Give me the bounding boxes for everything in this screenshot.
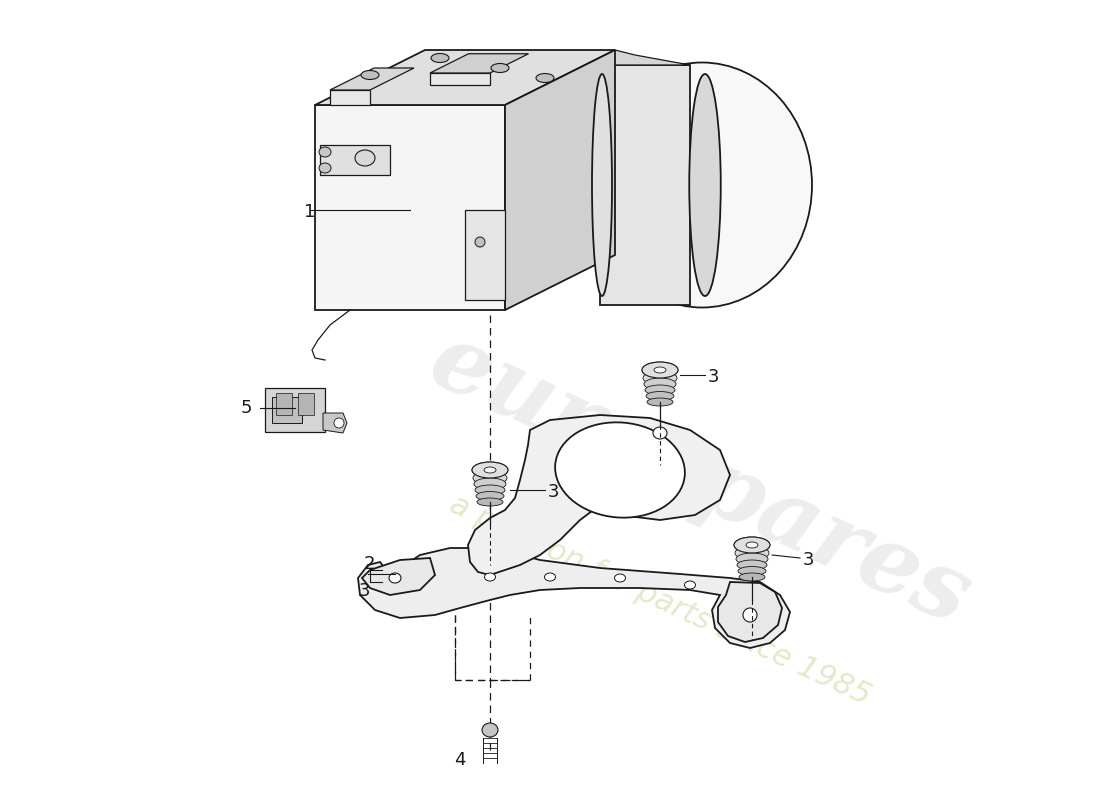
Ellipse shape [482,723,498,737]
Ellipse shape [644,371,676,385]
Text: a passion for parts since 1985: a passion for parts since 1985 [446,490,874,710]
Text: 3: 3 [548,483,560,501]
Ellipse shape [536,74,554,82]
Ellipse shape [361,70,379,79]
FancyBboxPatch shape [276,393,292,415]
Text: 5: 5 [241,399,252,417]
Polygon shape [362,558,435,595]
Ellipse shape [642,362,678,378]
Ellipse shape [735,546,769,560]
Ellipse shape [491,63,509,73]
Polygon shape [330,68,414,90]
Ellipse shape [472,462,508,478]
Ellipse shape [475,237,485,247]
Polygon shape [465,210,505,300]
Polygon shape [330,90,370,105]
Ellipse shape [684,581,695,589]
Ellipse shape [484,573,495,581]
FancyBboxPatch shape [265,388,324,432]
Ellipse shape [654,367,666,373]
Polygon shape [602,50,690,65]
Ellipse shape [736,553,768,565]
Ellipse shape [646,391,674,401]
Ellipse shape [319,163,331,173]
Ellipse shape [739,573,764,581]
Ellipse shape [334,418,344,428]
Polygon shape [315,50,615,105]
Ellipse shape [592,74,612,296]
Ellipse shape [746,542,758,548]
Ellipse shape [737,560,767,570]
Ellipse shape [742,608,757,622]
Polygon shape [320,145,390,175]
Ellipse shape [738,566,766,575]
Ellipse shape [476,491,504,501]
Ellipse shape [690,74,721,296]
Ellipse shape [484,467,496,473]
Polygon shape [430,54,528,73]
Polygon shape [505,50,615,310]
Ellipse shape [544,573,556,581]
Ellipse shape [477,498,503,506]
Polygon shape [600,65,690,305]
Ellipse shape [475,485,505,495]
FancyBboxPatch shape [272,397,302,423]
Ellipse shape [647,398,673,406]
Ellipse shape [389,573,402,583]
Ellipse shape [474,478,506,490]
Text: 3: 3 [803,551,814,569]
Polygon shape [323,413,346,433]
Ellipse shape [593,63,811,306]
Ellipse shape [473,471,507,485]
Ellipse shape [642,362,678,378]
Polygon shape [358,548,790,648]
Ellipse shape [645,385,675,395]
Text: 4: 4 [454,751,465,769]
Ellipse shape [556,422,685,518]
Ellipse shape [355,150,375,166]
Ellipse shape [653,427,667,439]
Ellipse shape [734,537,770,553]
Text: 3: 3 [708,368,719,386]
Polygon shape [718,582,782,642]
Ellipse shape [431,54,449,62]
FancyBboxPatch shape [298,393,314,415]
Polygon shape [430,73,490,85]
Ellipse shape [615,574,626,582]
Ellipse shape [472,462,508,478]
Polygon shape [468,415,730,575]
Ellipse shape [734,537,770,553]
Polygon shape [315,105,505,310]
Text: 2: 2 [363,555,375,573]
Ellipse shape [319,147,331,157]
Text: eurospares: eurospares [416,315,984,645]
Text: 1: 1 [304,203,315,221]
Ellipse shape [644,378,676,390]
Text: 3: 3 [359,582,370,600]
